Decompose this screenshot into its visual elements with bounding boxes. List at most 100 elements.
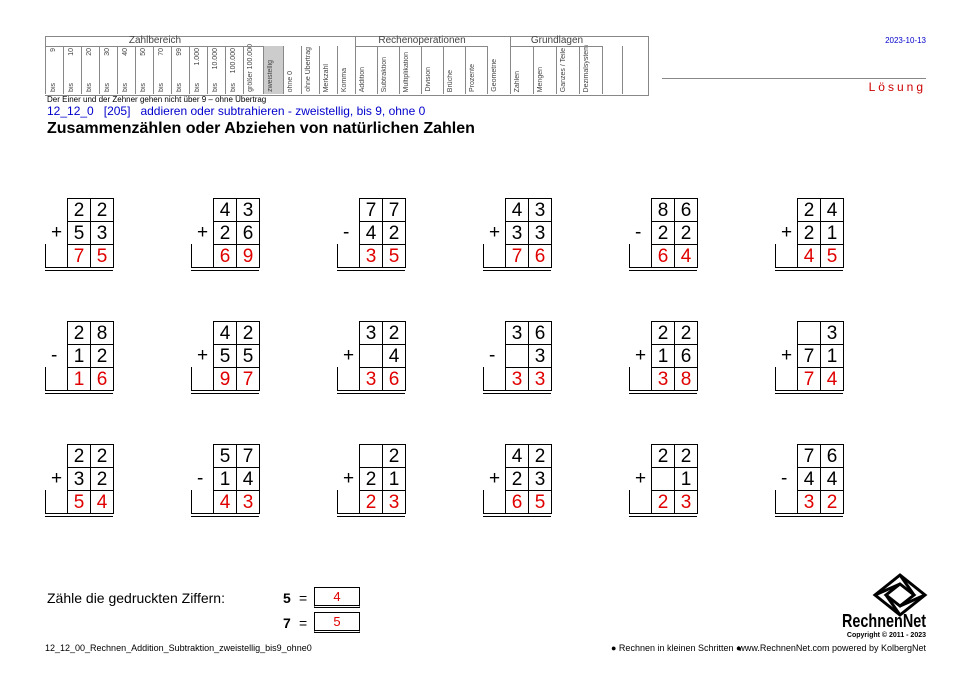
digit-cell: 2 bbox=[528, 444, 552, 468]
digit-cell: 3 bbox=[236, 198, 260, 222]
double-underline bbox=[45, 390, 113, 394]
range-value: 1.000 bbox=[194, 48, 201, 66]
digit-cell: 3 bbox=[528, 467, 552, 491]
range-prefix: bis bbox=[140, 83, 147, 92]
range-value: 40 bbox=[122, 48, 129, 56]
range-prefix: bis bbox=[212, 83, 219, 92]
result-frame bbox=[45, 490, 68, 513]
result-digit: 7 bbox=[67, 244, 91, 268]
result-digit: 4 bbox=[820, 367, 844, 391]
result-frame bbox=[337, 367, 360, 390]
result-digit: 2 bbox=[359, 490, 383, 514]
result-digit: 3 bbox=[674, 490, 698, 514]
basics-column: Dezimalsystem bbox=[579, 45, 603, 94]
column-label: Zahlen bbox=[514, 70, 521, 92]
digit-cell: 4 bbox=[382, 344, 406, 368]
problem: 2 4 2 1 4 5 + bbox=[775, 198, 845, 273]
number: [205] bbox=[103, 104, 131, 118]
result-frame bbox=[775, 367, 798, 390]
digit-cell: 4 bbox=[820, 467, 844, 491]
operation-column: Brüche bbox=[443, 46, 466, 94]
range-column: 99 bis bbox=[171, 46, 190, 94]
operation-column: Prozente bbox=[465, 46, 488, 94]
column-label: Subtraktion bbox=[381, 56, 388, 92]
double-underline bbox=[337, 513, 405, 517]
digit-cell: 7 bbox=[236, 444, 260, 468]
problem: 4 2 5 5 9 7 + bbox=[191, 321, 261, 396]
date: 2023-10-13 bbox=[885, 36, 926, 45]
result-digit: 3 bbox=[359, 367, 383, 391]
digit-cell bbox=[651, 467, 675, 491]
digit-cell: 4 bbox=[505, 444, 529, 468]
range-column: 30 bis bbox=[99, 46, 118, 94]
double-underline bbox=[337, 390, 405, 394]
operator: + bbox=[781, 222, 793, 243]
solution-label: Lösung bbox=[868, 80, 926, 94]
digit-cell: 2 bbox=[674, 321, 698, 345]
result-digit: 5 bbox=[820, 244, 844, 268]
digit-cell: 6 bbox=[674, 344, 698, 368]
range-column: 10 bis bbox=[63, 46, 82, 94]
digit-cell: 2 bbox=[359, 467, 383, 491]
motto: ● Rechnen in kleinen Schritten ● bbox=[611, 643, 742, 653]
range-value: 10.000 bbox=[212, 48, 219, 70]
problem: 4 3 2 6 6 9 + bbox=[191, 198, 261, 273]
digit-cell: 3 bbox=[90, 221, 114, 245]
operator: + bbox=[343, 345, 355, 366]
operation-column: Multiplikation bbox=[399, 46, 422, 94]
double-underline bbox=[775, 267, 843, 271]
result-frame bbox=[337, 244, 360, 267]
digit-cell: 5 bbox=[213, 344, 237, 368]
digit-cell: 2 bbox=[90, 467, 114, 491]
problem: 2 2 3 2 5 4 + bbox=[45, 444, 115, 519]
code-line: 12_12_0 [205] addieren oder subtrahieren… bbox=[47, 104, 425, 118]
operator: - bbox=[781, 468, 788, 489]
digit-cell: 4 bbox=[213, 321, 237, 345]
basics-column: Ganzes / Teile bbox=[556, 46, 580, 94]
operator: + bbox=[197, 222, 209, 243]
file-name: 12_12_00_Rechnen_Addition_Subtraktion_zw… bbox=[45, 643, 312, 653]
digit-cell: 6 bbox=[528, 321, 552, 345]
digit-cell: 8 bbox=[90, 321, 114, 345]
range-prefix: bis bbox=[158, 83, 165, 92]
digit-cell: 7 bbox=[359, 198, 383, 222]
result-digit: 3 bbox=[505, 367, 529, 391]
result-digit: 3 bbox=[528, 367, 552, 391]
operator: - bbox=[489, 345, 496, 366]
count-digit: 5 bbox=[283, 590, 291, 606]
double-underline bbox=[191, 267, 259, 271]
digit-cell: 1 bbox=[820, 344, 844, 368]
column-label: Ganzes / Teile bbox=[560, 47, 567, 92]
digit-cell: 1 bbox=[382, 467, 406, 491]
range-value: 70 bbox=[158, 48, 165, 56]
operator: + bbox=[51, 222, 63, 243]
equals: = bbox=[299, 615, 308, 631]
empty-column bbox=[602, 46, 623, 94]
digit-cell: 6 bbox=[236, 221, 260, 245]
result-frame bbox=[337, 490, 360, 513]
column-label: Geometrie bbox=[491, 59, 498, 92]
column-label: Addition bbox=[359, 66, 366, 92]
range-prefix: bis bbox=[68, 83, 75, 92]
extra-column: Komma bbox=[337, 46, 356, 94]
result-digit: 3 bbox=[359, 244, 383, 268]
digit-cell: 6 bbox=[674, 198, 698, 222]
double-underline bbox=[191, 513, 259, 517]
extra-column: ohne 0 bbox=[283, 46, 302, 94]
operator: - bbox=[343, 222, 350, 243]
column-label: Brüche bbox=[447, 69, 454, 92]
double-underline bbox=[191, 390, 259, 394]
problem: 4 3 3 3 7 6 + bbox=[483, 198, 553, 273]
category-table bbox=[45, 36, 649, 96]
result-digit: 9 bbox=[213, 367, 237, 391]
double-underline bbox=[629, 267, 697, 271]
result-digit: 4 bbox=[90, 490, 114, 514]
range-column: 100.000 bis bbox=[225, 46, 244, 94]
digit-cell: 7 bbox=[797, 344, 821, 368]
code: 12_12_0 bbox=[47, 104, 94, 118]
result-frame bbox=[483, 367, 506, 390]
digit-cell: 3 bbox=[505, 221, 529, 245]
